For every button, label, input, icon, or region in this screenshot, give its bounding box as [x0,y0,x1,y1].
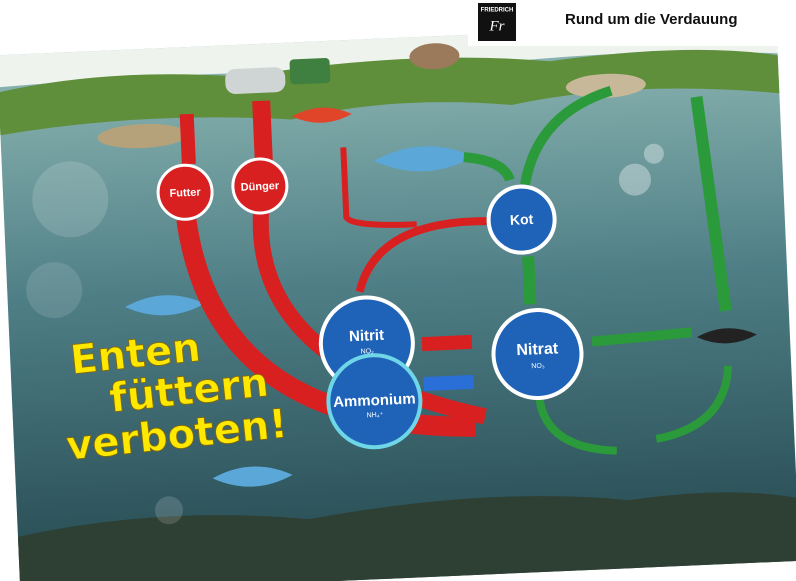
node-formula: NO₃ [531,363,545,371]
header-title: Rund um die Verdauung [565,11,738,28]
node-formula: NH₄⁺ [367,412,384,420]
red-arrow [187,114,189,164]
node-label: Kot [510,211,534,228]
blue-arrow [424,382,474,384]
green-arrow [528,256,530,304]
page: Futter Dünger Kot Nitrit NO₂ Ammonium NH… [0,0,796,581]
node-label: Futter [169,186,201,199]
tractor [289,58,330,85]
red-arrow [261,101,264,161]
logo-text: FRIEDRICH [481,8,514,14]
node-label: Ammonium [333,390,416,411]
red-arrow [422,342,472,344]
tractor-tank [225,67,286,95]
node-label: Nitrat [516,340,559,359]
node-label: Dünger [240,180,280,194]
header: FRIEDRICH Fr Rund um die Verdauung [468,0,796,46]
node-label: Nitrit [349,327,385,346]
poster: Futter Dünger Kot Nitrit NO₂ Ammonium NH… [0,21,796,581]
logo-mark: Fr [489,18,505,34]
node-formula: NO₂ [360,348,374,356]
